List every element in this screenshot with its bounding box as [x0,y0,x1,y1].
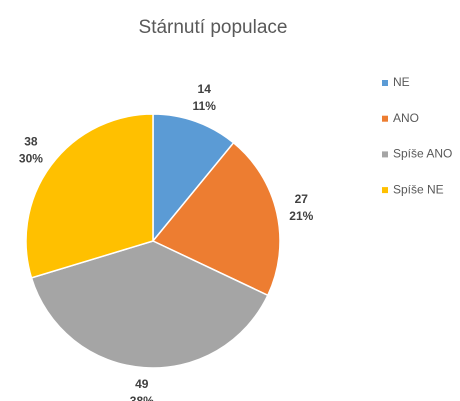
legend-marker [382,151,388,158]
legend-label: NE [393,75,410,89]
data-label: 27 [295,192,309,206]
chart-title: Stárnutí populace [139,17,288,38]
data-label: 49 [135,377,149,391]
legend-label: Spíše NE [393,182,444,196]
pie-slice [152,113,235,244]
legend-marker [382,187,388,194]
pie-slice [151,141,281,297]
legend-marker [382,80,388,86]
percent-label: 38% [130,394,154,401]
pie-slice [25,113,154,279]
percent-label: 11% [193,99,217,113]
legend-label: ANO [393,111,419,125]
percent-label: 21% [289,209,313,223]
percent-label: 30% [19,152,43,166]
data-label: 38 [24,135,38,149]
pie-slice [30,240,269,369]
legend-label: Spíše ANO [393,147,452,161]
legend-marker [382,115,388,122]
data-label: 14 [198,82,212,96]
